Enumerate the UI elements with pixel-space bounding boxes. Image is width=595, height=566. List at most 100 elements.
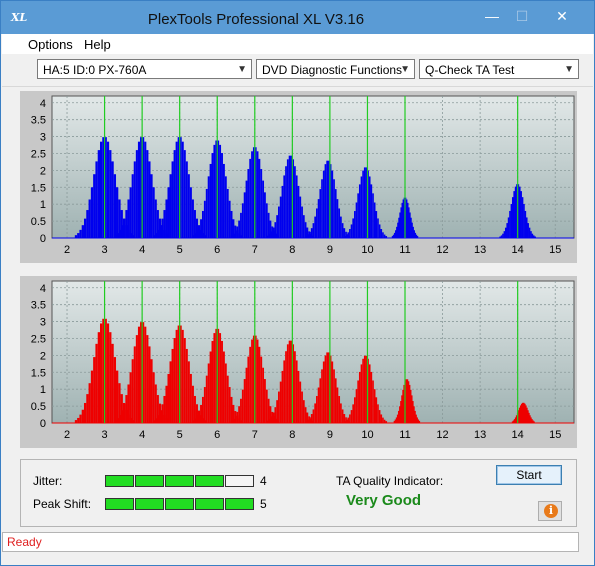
y-tick-label: 3.5 [31, 300, 46, 312]
meter-segment [225, 498, 254, 510]
menu-options[interactable]: Options [28, 37, 73, 52]
histogram-bar [326, 352, 329, 423]
info-button[interactable]: i [538, 501, 562, 521]
histogram-bar [153, 235, 156, 238]
histogram-bar [93, 357, 96, 423]
y-tick-label: 3.5 [31, 115, 46, 127]
function-select[interactable]: DVD Diagnostic Functions ▼ [256, 59, 415, 79]
histogram-bar [283, 175, 286, 238]
chevron-down-icon: ▼ [564, 64, 574, 75]
histogram-bar [309, 417, 311, 423]
histogram-bar [276, 400, 279, 423]
histogram-bar [169, 174, 172, 238]
histogram-bar [249, 346, 252, 423]
x-tick-label: 11 [399, 244, 410, 256]
minimize-button[interactable]: — [485, 8, 499, 24]
histogram-bar [125, 210, 128, 238]
histogram-bar [179, 325, 182, 423]
histogram-bar [405, 199, 408, 238]
test-select[interactable]: Q-Check TA Test ▼ [419, 59, 579, 79]
histogram-bar [116, 370, 119, 423]
histogram-bar [192, 235, 195, 238]
histogram-bar [127, 384, 130, 423]
histogram-bar [299, 196, 302, 238]
jitter-label: Jitter: [33, 474, 63, 488]
histogram-bar [203, 387, 206, 423]
histogram-bar [286, 159, 289, 238]
histogram-bar [267, 235, 270, 238]
histogram-bar [317, 199, 320, 238]
y-tick-label: 3 [40, 317, 46, 329]
histogram-bar [74, 420, 78, 423]
histogram-bar [234, 415, 237, 423]
histogram-bar [267, 420, 270, 423]
histogram-bar [154, 199, 157, 238]
histogram-bar [276, 215, 279, 238]
histogram-bar [209, 351, 212, 423]
histogram-bar [249, 158, 252, 238]
histogram-bar [272, 412, 275, 423]
histogram-bar [146, 335, 149, 423]
histogram-bar [301, 391, 303, 423]
histogram-bar [407, 207, 410, 238]
meter-segment [105, 475, 134, 487]
y-tick-label: 2 [40, 350, 46, 362]
histogram-bar [527, 410, 529, 423]
start-button[interactable]: Start [496, 465, 562, 485]
histogram-bar [500, 235, 503, 238]
histogram-bar [129, 372, 132, 423]
histogram-bar [507, 217, 510, 238]
drive-select[interactable]: HA:5 ID:0 PX-760A ▼ [37, 59, 252, 79]
histogram-bar [171, 161, 174, 238]
histogram-bar [502, 233, 504, 238]
histogram-bar [310, 414, 313, 423]
histogram-bar [97, 332, 100, 423]
histogram-bar [402, 389, 404, 423]
histogram-bar [370, 371, 373, 423]
histogram-bar [408, 384, 411, 423]
ta-quality-value: Very Good [346, 492, 422, 509]
histogram-bar [294, 166, 296, 238]
histogram-bar [201, 396, 204, 423]
histogram-bar [270, 416, 273, 423]
histogram-bar [360, 176, 363, 238]
close-button[interactable]: ✕ [556, 8, 568, 24]
maximize-button[interactable]: ☐ [515, 8, 529, 24]
histogram-bar [109, 332, 112, 423]
histogram-bar [165, 385, 168, 423]
histogram-bar [518, 407, 521, 423]
histogram-bar [532, 235, 535, 238]
histogram-bar [409, 389, 412, 423]
histogram-bar [251, 339, 253, 423]
histogram-bar [515, 415, 518, 423]
status-bar: Ready [2, 532, 579, 552]
histogram-bar [181, 329, 184, 423]
x-tick-label: 14 [512, 244, 524, 256]
histogram-bar [413, 230, 415, 238]
histogram-bar [299, 381, 302, 423]
histogram-bar [357, 380, 359, 423]
histogram-bar [533, 421, 535, 423]
histogram-bar [526, 407, 528, 423]
histogram-bar [123, 403, 126, 423]
histogram-bar [352, 218, 355, 238]
menu-help[interactable]: Help [84, 37, 111, 52]
histogram-bar [211, 153, 214, 238]
histogram-bar [241, 389, 244, 423]
x-tick-label: 12 [436, 244, 448, 256]
histogram-bar [373, 202, 376, 238]
histogram-bar [163, 395, 166, 423]
histogram-bar [193, 395, 196, 423]
histogram-bar [401, 395, 403, 423]
menu-bar: Options Help [2, 34, 593, 54]
histogram-bar [360, 364, 363, 423]
y-tick-label: 2 [40, 165, 46, 177]
histogram-bar [135, 335, 138, 423]
histogram-bar [415, 414, 417, 423]
histogram-bar [207, 176, 210, 238]
histogram-bar [523, 402, 525, 423]
histogram-bar [511, 197, 514, 238]
histogram-bar [106, 323, 110, 423]
histogram-bar [77, 417, 80, 423]
histogram-bar [391, 236, 394, 238]
